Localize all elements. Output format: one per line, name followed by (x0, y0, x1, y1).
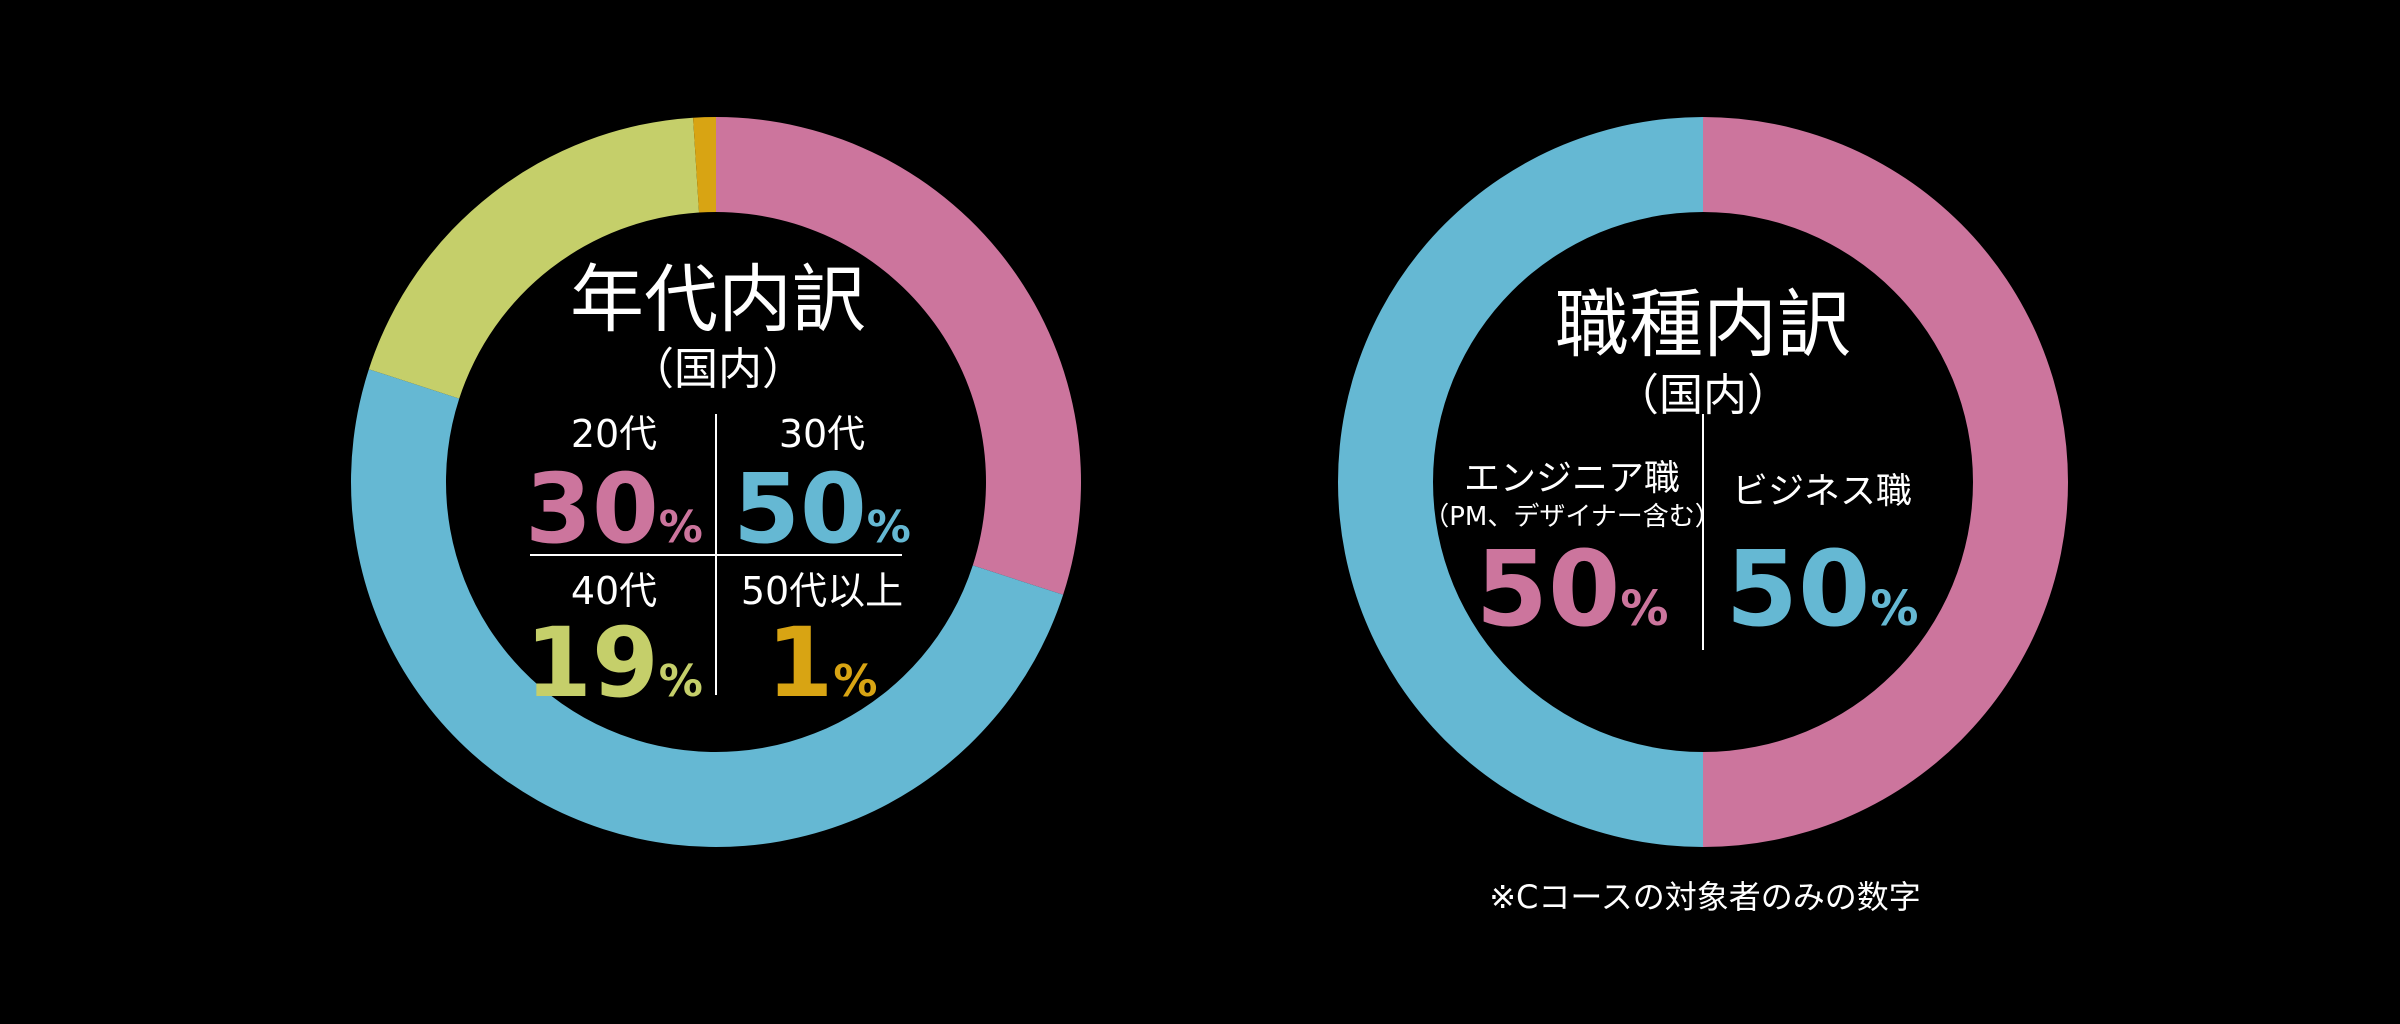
age-value-50s-plus: 1% (767, 607, 878, 719)
age-donut (351, 117, 1082, 848)
age-label-50s-plus: 50代以上 (741, 569, 903, 613)
age-chart-title: 年代内訳 (570, 257, 866, 343)
age-label-40s: 40代 (571, 569, 657, 613)
footnote: ※Cコースの対象者のみの数字 (1489, 878, 1921, 916)
age-value-40s: 19% (525, 607, 703, 719)
job-label-business: ビジネス職 (1732, 471, 1912, 512)
age-label-20s: 20代 (571, 412, 657, 456)
job-chart-title: 職種内訳 (1555, 282, 1851, 368)
job-value-business: 50% (1726, 528, 1919, 650)
age-value-30s: 50% (733, 453, 911, 565)
age-value-20s: 30% (525, 453, 703, 565)
job-chart-subtitle: （国内） (1615, 370, 1791, 421)
age-slice-2 (368, 117, 700, 399)
job-label-engineer: エンジニア職 (1464, 458, 1680, 499)
job-value-engineer: 50% (1476, 528, 1669, 650)
job-sublabel-engineer: （PM、デザイナー含む） (1423, 502, 1721, 532)
job-donut (1338, 117, 2068, 847)
age-slice-3 (693, 117, 716, 213)
age-label-30s: 30代 (779, 412, 865, 456)
job-slice-0 (1703, 117, 2068, 847)
age-slice-1 (351, 369, 1064, 848)
age-chart-subtitle: （国内） (630, 344, 806, 395)
age-slice-0 (716, 117, 1082, 595)
job-slice-1 (1338, 117, 1703, 847)
